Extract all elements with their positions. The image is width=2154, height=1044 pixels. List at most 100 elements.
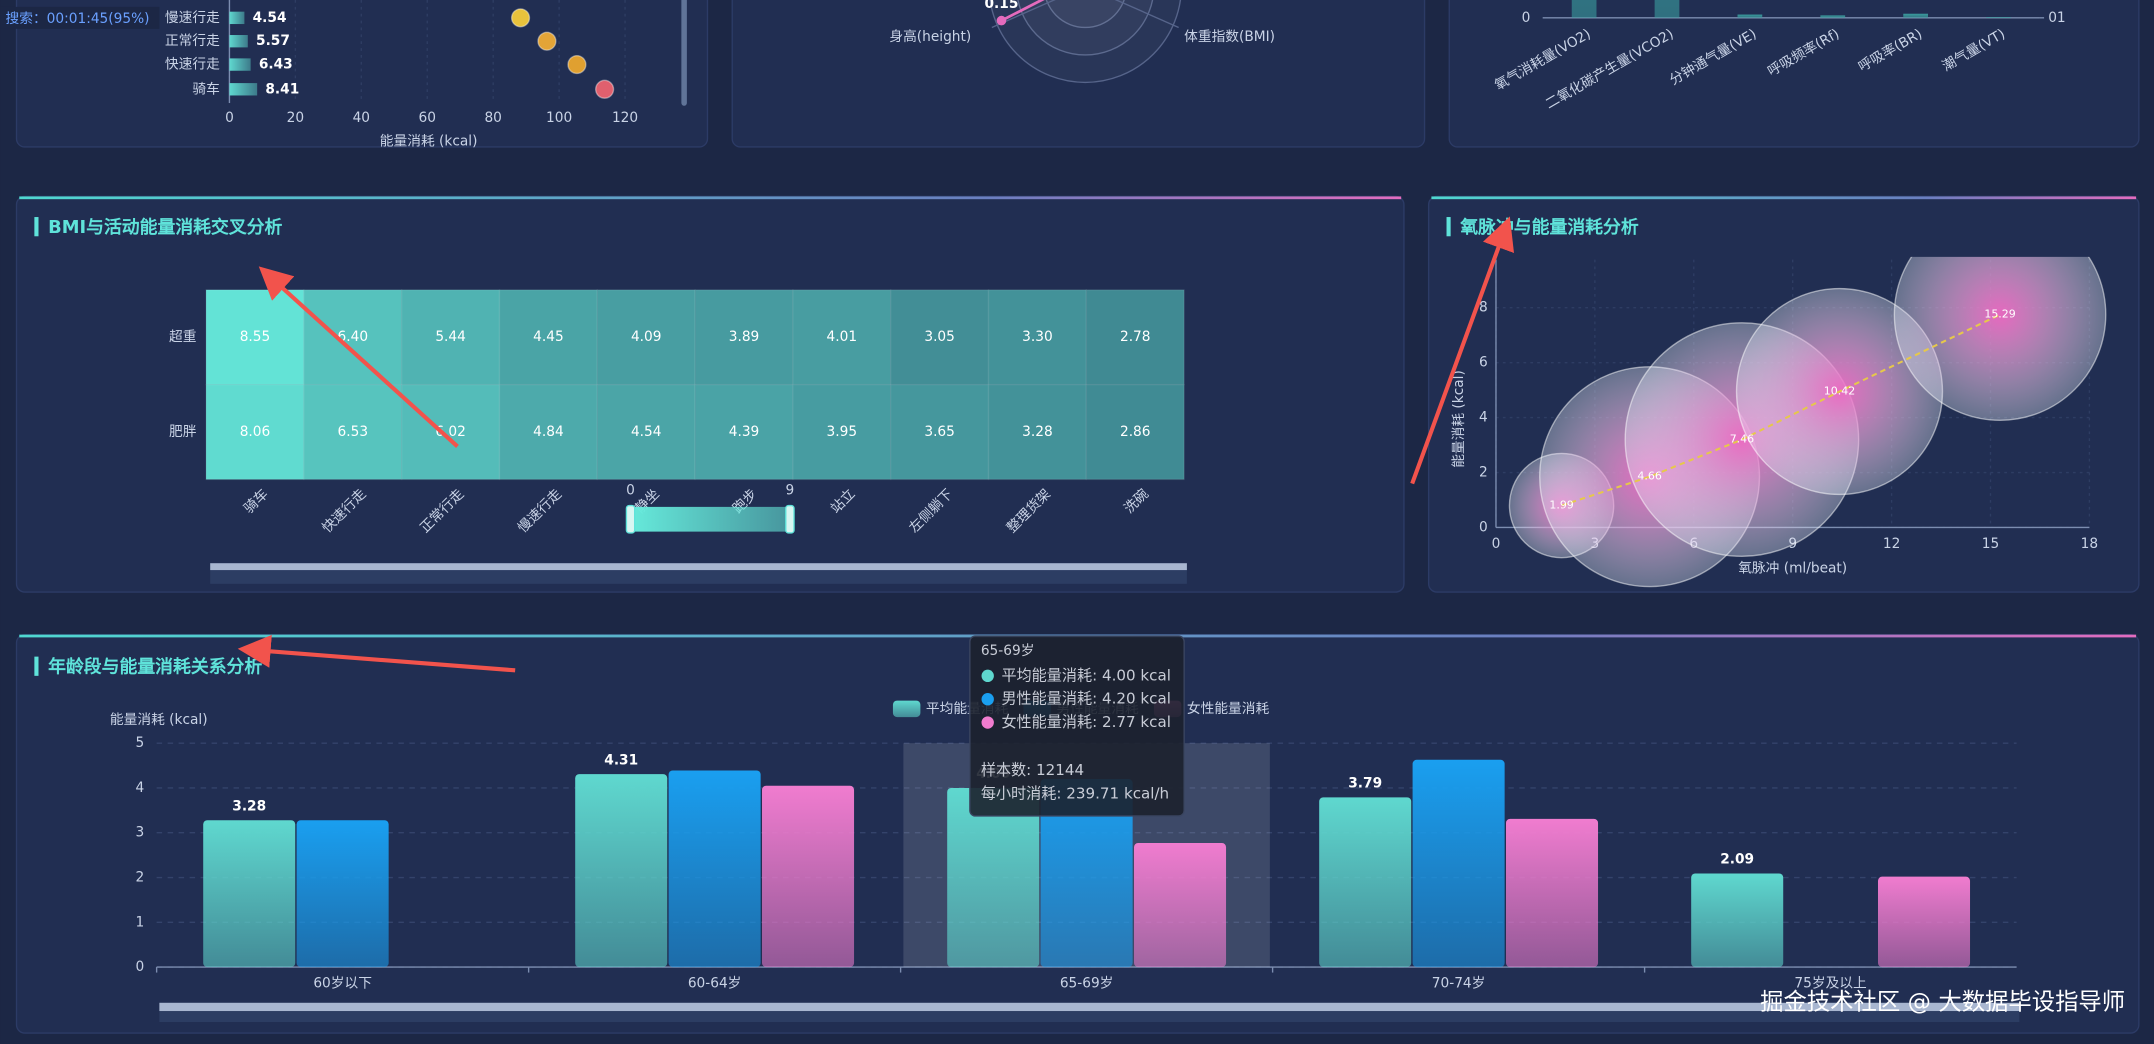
- heat-cell: [987, 289, 1088, 386]
- tooltip: [969, 635, 1185, 817]
- bar: [947, 787, 1040, 968]
- data-label: 4.09: [631, 329, 662, 345]
- radar-indicator: 身高(height): [889, 28, 971, 45]
- panel: [15, 0, 709, 148]
- radar-spoke: [991, 0, 1056, 29]
- radar-indicator: 体重指数(BMI): [1184, 29, 1275, 45]
- x-tick-label: 60岁以下: [313, 976, 372, 992]
- y-tick-label: 1: [136, 914, 145, 930]
- y-tick-label: 2: [1479, 465, 1488, 481]
- bar: [229, 83, 258, 96]
- y-tick-label: 正常行走: [165, 33, 220, 49]
- y-axis-label: 能量消耗 (kcal): [110, 712, 208, 728]
- radar-ring: [1045, 0, 1125, 29]
- title-marker: [1446, 217, 1451, 237]
- data-label: 2.78: [1120, 329, 1151, 345]
- y-tick-label: 骑车: [192, 80, 219, 97]
- bar: [1134, 843, 1227, 968]
- bar: [203, 820, 296, 968]
- tooltip-item: 平均能量消耗: 4.00 kcal: [1001, 666, 1171, 684]
- x-tick-label: 40: [353, 110, 370, 126]
- radar-ring: [1017, 0, 1154, 56]
- tooltip-rate: 每小时消耗: 239.71 kcal/h: [981, 784, 1169, 802]
- x-axis-label: 氧脉冲 (ml/beat): [1738, 561, 1847, 577]
- bar: [229, 58, 251, 71]
- bar: [229, 11, 245, 25]
- x-tick-label: 0: [225, 110, 234, 126]
- chart-group: 0 20 40 60 80 100 120 能量消耗 (kcal) 慢速行走 4.54 正常行走 5.…: [165, 0, 638, 149]
- data-label: 4.31: [604, 752, 638, 768]
- heat-cell: [694, 289, 794, 386]
- bar: [575, 774, 668, 968]
- data-label: 6.53: [338, 424, 369, 440]
- scatter-point: [567, 54, 587, 75]
- x-axis-label: 能量消耗 (kcal): [380, 133, 478, 149]
- data-label: 2.09: [1720, 852, 1754, 868]
- data-label: 5.44: [435, 329, 466, 345]
- status-bg: [0, 6, 160, 29]
- data-label: 4.84: [533, 424, 564, 440]
- y-tick-label: 0: [1522, 10, 1531, 26]
- heat-cell: [792, 383, 892, 481]
- data-label: 1.99: [1549, 499, 1573, 512]
- data-label: 4.54: [253, 10, 287, 26]
- x-tick-label: 15: [1982, 536, 1999, 552]
- tooltip-title: 65-69岁: [981, 643, 1035, 659]
- heat-cell: [498, 289, 598, 386]
- x-tick-label: 60-64岁: [688, 976, 742, 992]
- y-tick-label: 6: [1479, 355, 1488, 371]
- bubble: [1893, 256, 2107, 421]
- panel-title: 氧脉冲与能量消耗分析: [1459, 216, 1639, 238]
- data-label: 4.45: [533, 329, 564, 345]
- watermark: 掘金技术社区 @ 大数据毕设指导师: [1760, 987, 2125, 1015]
- heat-cell: [596, 383, 696, 481]
- visual-map-bar: [630, 506, 790, 532]
- data-label: 4.01: [827, 329, 858, 345]
- panel-accent: [1431, 196, 2137, 200]
- legend-label: 女性能量消耗: [1187, 700, 1270, 717]
- y-tick-label: 超重: [169, 329, 197, 345]
- heat-cell: [987, 383, 1088, 481]
- data-label: 3.79: [1348, 776, 1382, 792]
- data-label: 3.28: [1022, 424, 1053, 440]
- bar: [1877, 876, 1971, 968]
- y-tick-label: 慢速行走: [165, 9, 220, 26]
- scatter-point: [595, 79, 615, 99]
- data-label: 3.05: [924, 329, 955, 345]
- title-marker: [34, 217, 39, 237]
- y-tick-label: 4: [136, 780, 145, 796]
- data-label: 3.95: [827, 424, 858, 440]
- data-label: 4.54: [631, 424, 662, 440]
- bar: [1691, 873, 1784, 968]
- legend-swatch[interactable]: [892, 700, 921, 718]
- heat-cell: [1085, 383, 1185, 481]
- visual-map-handle: [785, 504, 795, 534]
- bar: [1986, 17, 2011, 18]
- radar-point: [996, 15, 1007, 26]
- trend-line: [1561, 313, 2001, 507]
- panel: [1448, 0, 2140, 148]
- y-tick-label: 8: [1479, 300, 1488, 316]
- bar: [1040, 778, 1133, 968]
- heat-cell: [694, 383, 794, 481]
- tooltip-marker: [981, 669, 994, 683]
- x-tick-label: 20: [287, 110, 304, 126]
- x-tick-label: 12: [1883, 536, 1900, 552]
- x-tick-label: 70-74岁: [1432, 976, 1486, 992]
- data-label: 6.40: [338, 329, 369, 345]
- panel: [731, 0, 1426, 148]
- heat-cell: [498, 383, 598, 481]
- x-tick-label: 60: [419, 110, 436, 126]
- x-tick-label: 18: [2081, 536, 2098, 552]
- x-tick-label: 75岁及以上: [1794, 976, 1867, 992]
- tooltip-sample: 样本数: 12144: [981, 761, 1084, 779]
- search-status: 搜索：00:01:45(95%): [6, 11, 150, 27]
- x-tick-label: 100: [546, 110, 572, 126]
- data-label: 6.43: [259, 57, 293, 73]
- y-tick-label: 2: [136, 870, 145, 886]
- radar-spoke: [1114, 0, 1179, 29]
- scatter-point: [537, 31, 557, 51]
- x-tick-label: 65-69岁: [1060, 976, 1114, 992]
- y-tick-label: 4: [1479, 410, 1488, 426]
